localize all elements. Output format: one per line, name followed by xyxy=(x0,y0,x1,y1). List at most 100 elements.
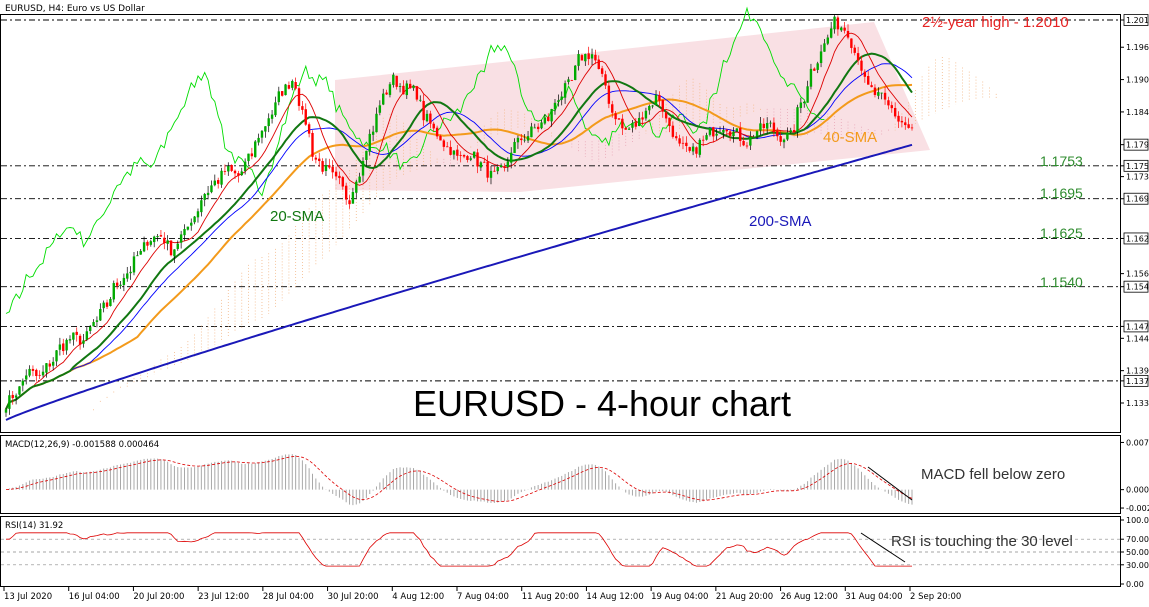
candle-body xyxy=(833,16,836,30)
time-tick-label: 28 Jul 04:00 xyxy=(263,592,314,602)
candle-body xyxy=(311,132,314,157)
candle-body xyxy=(890,105,893,109)
rising-channel xyxy=(335,22,930,192)
candle-body xyxy=(695,147,698,154)
candle-body xyxy=(65,339,68,351)
price-tick-label: 1.17530 xyxy=(1126,162,1149,171)
candle-body xyxy=(752,136,755,138)
candle-body xyxy=(540,122,543,129)
time-tick-label: 26 Aug 12:00 xyxy=(781,592,838,602)
candle-body xyxy=(365,150,368,160)
candle-body xyxy=(742,140,745,146)
candle-body xyxy=(658,95,661,101)
macd-arrow xyxy=(867,466,913,501)
price-tick-label: 1.15400 xyxy=(1126,283,1149,292)
candle-body xyxy=(200,200,203,213)
level-label-1625: 1.1625 xyxy=(1040,225,1083,241)
candle-body xyxy=(530,126,533,138)
time-tick-label: 16 Jul 04:00 xyxy=(69,592,120,602)
candle-body xyxy=(789,130,792,133)
candle-body xyxy=(129,271,132,274)
chikou-span xyxy=(5,6,825,314)
candle-body xyxy=(503,166,506,167)
kijun-line xyxy=(5,63,913,410)
candle-body xyxy=(119,284,122,286)
macd-panel xyxy=(0,435,1121,514)
candle-body xyxy=(301,106,304,110)
candle-body xyxy=(496,167,499,172)
rsi-tick-label: 70.00 xyxy=(1126,535,1149,544)
candle-body xyxy=(307,124,311,134)
candle-body xyxy=(412,85,415,89)
candle-body xyxy=(685,142,688,147)
candle-body xyxy=(587,53,590,60)
candle-body xyxy=(563,83,567,98)
candle-body xyxy=(580,55,584,61)
candle-body xyxy=(193,216,196,223)
candle-body xyxy=(621,118,624,129)
candle-body xyxy=(4,409,8,413)
candle-body xyxy=(806,86,809,103)
candle-body xyxy=(260,130,264,138)
price-tag-box xyxy=(1123,320,1149,333)
candle-body xyxy=(803,101,806,104)
time-tick-label: 19 Aug 04:00 xyxy=(651,592,708,602)
candle-body xyxy=(267,118,270,127)
candle-body xyxy=(419,99,422,101)
candle-body xyxy=(553,102,557,110)
candle-body xyxy=(169,240,173,256)
candle-body xyxy=(405,83,408,96)
candle-body xyxy=(883,92,887,100)
price-tick-label: 1.13740 xyxy=(1126,377,1149,386)
candle-body xyxy=(617,118,621,120)
candle-body xyxy=(442,140,446,147)
candle-body xyxy=(701,139,705,141)
candle-body xyxy=(294,82,297,89)
candle-body xyxy=(51,361,55,366)
level-label-1695: 1.1695 xyxy=(1040,185,1083,201)
candle-body xyxy=(661,99,664,112)
candle-body xyxy=(28,368,31,376)
sma20-line xyxy=(5,52,913,410)
candle-body xyxy=(590,54,594,59)
macd-annotation: MACD fell below zero xyxy=(921,466,1065,483)
candle-body xyxy=(712,127,715,137)
candle-body xyxy=(230,165,233,171)
candle-body xyxy=(769,122,772,124)
candle-body xyxy=(159,235,163,237)
candle-body xyxy=(402,85,405,95)
candle-body xyxy=(338,175,341,179)
candle-body xyxy=(887,100,890,106)
candle-body xyxy=(600,68,604,74)
candle-body xyxy=(237,173,240,176)
candle-body xyxy=(257,137,260,143)
candle-body xyxy=(870,85,873,88)
high-annotation: 2½-year high - 1.2010 xyxy=(922,14,1069,31)
candle-body xyxy=(826,37,829,44)
candle-body xyxy=(422,100,425,121)
candle-body xyxy=(631,122,634,128)
candle-body xyxy=(516,137,520,143)
candle-body xyxy=(176,243,179,249)
macd-tick-label: 0.000000 xyxy=(1126,486,1149,495)
candle-body xyxy=(452,150,456,155)
candle-body xyxy=(718,132,722,134)
candle-body xyxy=(607,85,611,104)
candle-body xyxy=(68,339,72,341)
candle-body xyxy=(873,87,877,95)
candle-body xyxy=(385,92,388,95)
candle-body xyxy=(819,51,823,64)
candle-body xyxy=(597,59,600,70)
candle-body xyxy=(681,142,685,144)
price-tick-label: 1.19620 xyxy=(1126,43,1149,52)
rsi-tick-label: 100.00 xyxy=(1126,516,1149,525)
time-tick-label: 23 Jul 12:00 xyxy=(198,592,249,602)
time-tick-label: 7 Aug 04:00 xyxy=(457,592,509,602)
candle-body xyxy=(611,104,614,113)
candle-body xyxy=(14,395,18,398)
candle-body xyxy=(243,161,247,171)
candle-body xyxy=(163,237,166,244)
candle-body xyxy=(853,47,856,53)
candle-body xyxy=(152,236,156,243)
candle-body xyxy=(213,180,217,186)
